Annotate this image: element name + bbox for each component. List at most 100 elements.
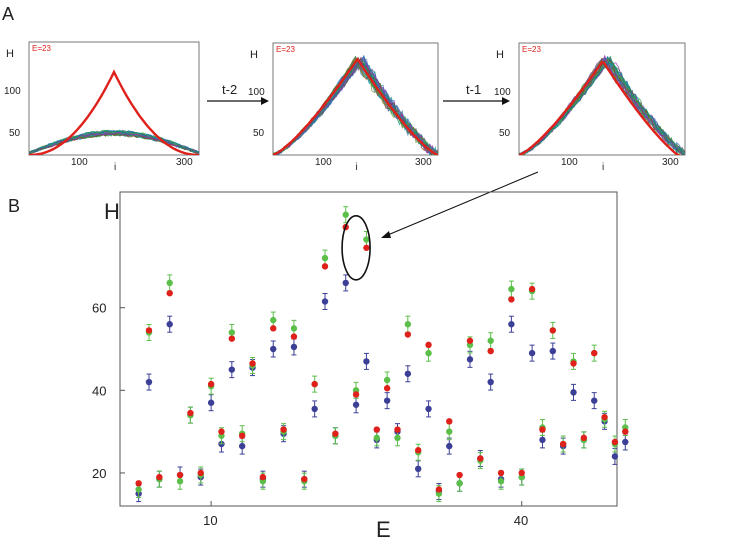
data-point-green [176,478,184,485]
data-point-red [415,447,422,454]
x-axis-label-b: E [376,517,391,542]
y-axis-label: H [6,48,14,60]
highlight-ellipse [341,214,371,281]
data-point-blue [611,453,619,460]
scatter-plot-b: H E 10 40 20 40 60 [92,191,629,542]
data-point-red [383,385,391,392]
data-point-blue [622,438,629,446]
data-point-green [497,478,505,485]
data-point-red [477,455,484,462]
data-point-red [218,428,225,435]
data-point-red [280,426,287,433]
data-point-red [197,469,204,477]
data-point-red [446,418,453,425]
panel-label-a: A [2,4,14,24]
data-point-red [249,360,256,367]
data-point-blue [321,298,329,305]
data-point-blue [166,321,173,328]
data-point-blue [238,442,246,450]
plot-frame-b [119,191,618,507]
data-point-blue [487,378,494,386]
y-tick-label: 100 [248,87,265,98]
x-tick-label: 40 [514,513,528,528]
data-point-blue [591,397,598,404]
data-point-red [591,349,598,357]
data-point-green [135,486,142,493]
data-point-red [611,438,619,446]
ensemble-line [273,56,438,155]
data-point-green [342,211,349,218]
data-point-red [259,473,267,481]
data-point-red [435,486,443,493]
x-tick-label: 300 [176,157,193,168]
ensemble-line [519,55,685,155]
data-point-green [166,279,173,287]
data-point-green [290,325,298,332]
data-point-red [539,426,546,433]
data-point-blue [415,465,422,473]
x-axis-label: i [114,162,116,173]
data-point-red [156,473,163,481]
arrow-t-2: t-2 [207,82,269,105]
data-point-blue [145,378,153,386]
data-point-red [311,380,318,388]
data-point-red [238,432,246,439]
y-tick-label: 20 [92,466,106,481]
small-panel-2: E=23 H 50 100 100 300 i [248,42,439,173]
data-point-blue [425,405,432,413]
annotation-e: E=23 [522,45,541,54]
small-panel-1: E=23 H 50 100 100 300 i [4,41,200,173]
scatter-points [135,206,629,503]
panel-a-plots: E=23 H 50 100 100 300 i E=23 H 50 100 100 300 i E=23 H 5… [4,41,686,173]
y-tick-label: 100 [494,87,511,98]
arrow-label-t-1: t-1 [466,82,481,97]
data-point-green [404,321,412,328]
small-panel-3: E=23 H 50 100 100 300 i [494,42,686,173]
data-point-green [373,434,380,442]
data-point-red [394,426,401,433]
y-axis-label: H [250,49,258,61]
data-point-red [549,327,557,334]
x-tick-label: 100 [71,157,88,168]
data-point-blue [446,442,453,450]
data-point-green [394,434,401,442]
data-point-red [207,380,215,388]
data-point-blue [383,397,391,404]
data-point-red [497,469,505,477]
data-point-red [580,434,588,442]
data-point-red [332,430,339,437]
arrow-label-t-2: t-2 [222,82,237,97]
data-point-red [321,263,329,270]
y-axis-label-b: H [104,199,120,224]
data-point-red [601,413,608,421]
y-tick-label: 50 [253,128,265,139]
y-tick-label: 50 [499,128,511,139]
data-point-red [187,409,194,417]
data-point-blue [352,401,360,408]
data-point-red [528,285,536,293]
y-tick-label: 60 [92,301,106,316]
data-point-blue [207,399,215,406]
data-point-blue [404,370,412,377]
data-point-red [301,475,308,483]
data-point-green [270,316,277,324]
data-point-red [559,440,567,448]
annotation-e: E=23 [276,45,295,54]
data-point-blue [228,366,236,373]
data-point-red [570,360,577,367]
ensemble-line [29,129,199,154]
data-point-blue [528,349,536,357]
highlighted-trajectory [519,60,681,155]
data-point-red [622,428,629,435]
data-point-green [446,428,453,435]
data-point-green [363,236,370,243]
data-point-red [135,480,142,487]
y-tick-label: 50 [9,128,21,139]
x-tick-label: 100 [315,157,332,168]
data-point-green [383,376,391,384]
data-point-green [321,254,329,262]
data-point-red [228,335,236,342]
annotation-e: E=23 [32,44,51,53]
data-point-red [456,471,463,479]
